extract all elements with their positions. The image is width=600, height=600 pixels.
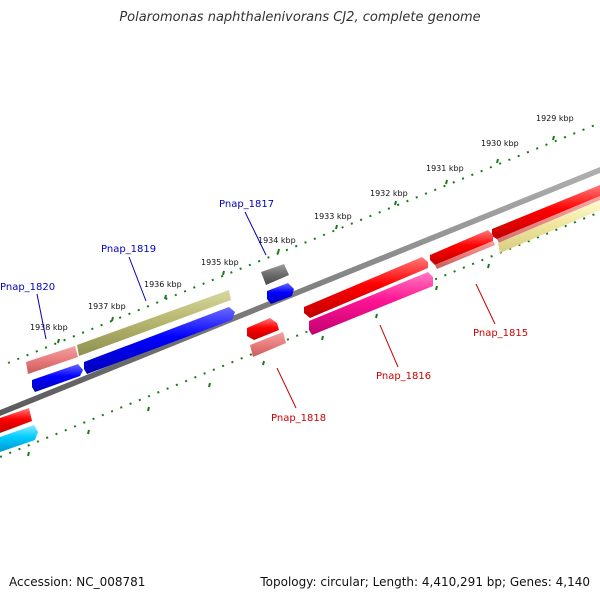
genome-stats-text: Topology: circular; Length: 4,410,291 bp… <box>260 575 590 589</box>
major-ticks <box>27 135 555 457</box>
gene-pnap-1820-pink[interactable] <box>26 346 78 374</box>
gene-pnap-1819-olive[interactable] <box>77 290 231 356</box>
kbp-label-1933: 1933 kbp <box>314 212 352 221</box>
gene-label-pnap-1820[interactable]: Pnap_1820 <box>0 282 55 293</box>
kbp-label-1929: 1929 kbp <box>536 114 574 123</box>
gene-red-shadow-3[interactable] <box>435 241 495 269</box>
gene-label-pnap-1817[interactable]: Pnap_1817 <box>219 199 274 210</box>
gene-pnap-1816-arrow[interactable] <box>309 272 433 335</box>
gene-label-pnap-1815[interactable]: Pnap_1815 <box>473 328 528 339</box>
gene-label-pnap-1819[interactable]: Pnap_1819 <box>101 244 156 255</box>
gene-pnap-1818-arrow[interactable] <box>247 318 279 340</box>
kbp-label-1930: 1930 kbp <box>481 139 519 148</box>
gene-pnap-1816-upper-arrow[interactable] <box>304 257 428 318</box>
kbp-label-1932: 1932 kbp <box>370 189 408 198</box>
gene-dark-gray-box[interactable] <box>261 264 289 285</box>
kbp-label-1934: 1934 kbp <box>258 236 296 245</box>
gene-red-arrow-3[interactable] <box>430 230 493 265</box>
gene-pnap-1819-arrow[interactable] <box>84 307 235 374</box>
gene-pnap-1820-arrow[interactable] <box>32 364 83 392</box>
kbp-label-1938: 1938 kbp <box>30 323 68 332</box>
gene-pnap-1818-shadow[interactable] <box>250 332 286 357</box>
kbp-label-1936: 1936 kbp <box>144 280 182 289</box>
accession-text: Accession: NC_008781 <box>9 575 146 589</box>
gene-pale-yellow-arrow[interactable] <box>498 200 600 253</box>
gene-cyan-left[interactable] <box>0 425 38 452</box>
gene-red-left[interactable] <box>0 408 32 433</box>
gene-label-pnap-1818[interactable]: Pnap_1818 <box>271 413 326 424</box>
gene-label-pnap-1816[interactable]: Pnap_1816 <box>376 371 431 382</box>
gene-pnap-1817-arrow[interactable] <box>267 283 294 304</box>
callout-lines <box>36 211 496 409</box>
genome-backbone <box>0 167 600 416</box>
kbp-label-1935: 1935 kbp <box>201 258 239 267</box>
kbp-label-1931: 1931 kbp <box>426 164 464 173</box>
map-title: Polaromonas naphthalenivorans CJ2, compl… <box>119 10 481 25</box>
kbp-label-1937: 1937 kbp <box>88 302 126 311</box>
gene-pnap-1815-arrow[interactable] <box>492 185 600 239</box>
